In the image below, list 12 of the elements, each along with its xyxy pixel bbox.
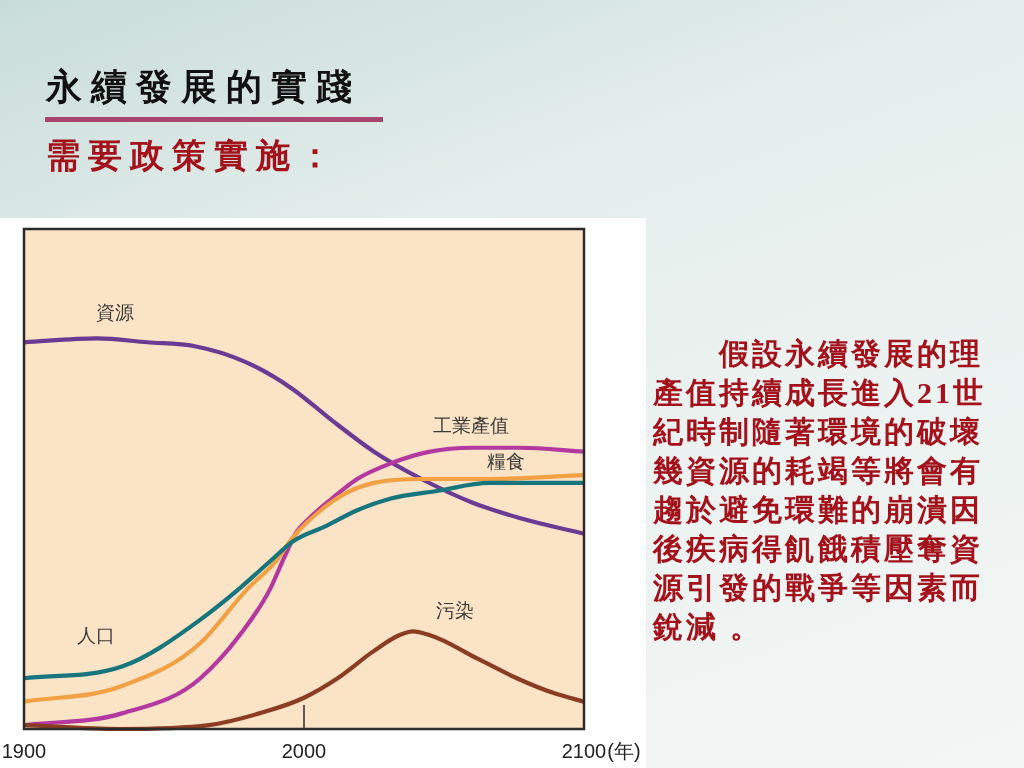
x-tick-label: 2100 bbox=[561, 740, 607, 762]
series-label: 人口 bbox=[76, 624, 115, 646]
text: 假設永續發展的理產值持續成長進入21世紀時制隨著環境的破壞幾資源的耗竭等將會有趨於避免環難的崩潰因後疾病得飢餓積壓奪資源引發的戰爭等因素而銳減 。 bbox=[653, 336, 987, 645]
series-label: 污染 bbox=[435, 599, 474, 621]
chart-title: 永續發展的實踐 bbox=[46, 66, 361, 109]
series-label: 資源 bbox=[95, 301, 134, 323]
x-tick-label: 2000 bbox=[281, 740, 327, 762]
series-label: 工業產值 bbox=[432, 415, 509, 436]
x-axis-title: (年) bbox=[607, 740, 641, 762]
chart-subtitle: 需要政策實施： bbox=[46, 136, 340, 176]
series-label: 糧食 bbox=[486, 451, 525, 472]
x-tick-label: 1900 bbox=[1, 740, 47, 762]
